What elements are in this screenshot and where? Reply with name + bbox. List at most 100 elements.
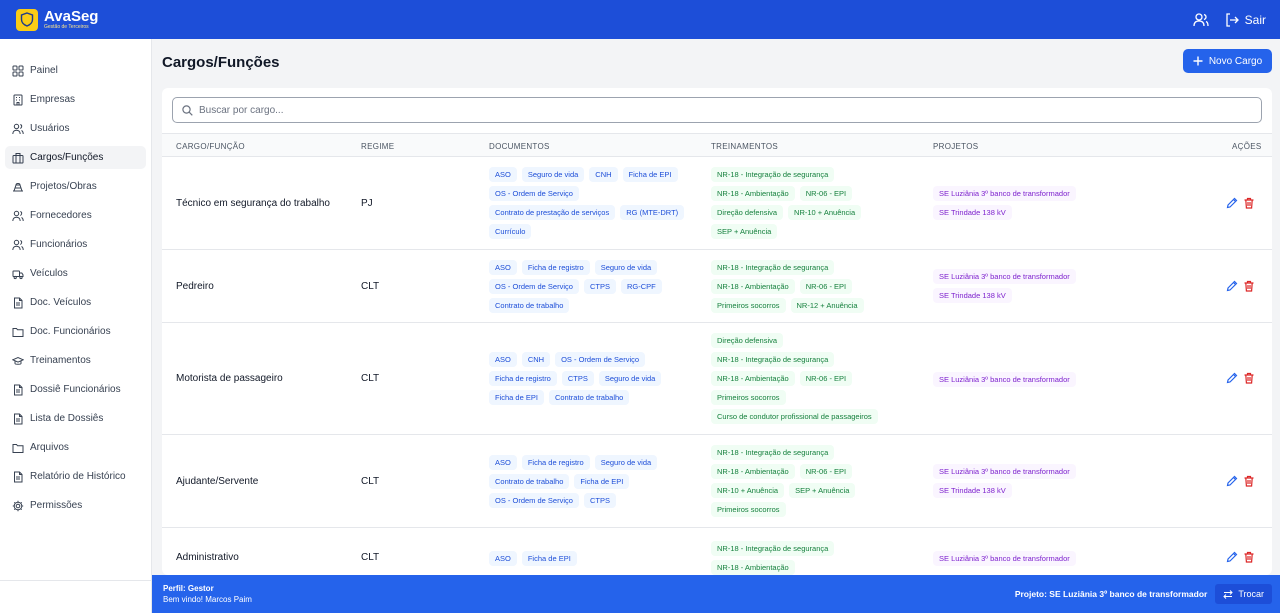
document-tag: CTPS <box>561 371 594 386</box>
training-tag: NR-18 - Integração de segurança <box>711 352 835 367</box>
sidebar-item-label: Doc. Funcionários <box>30 326 111 337</box>
training-tag: NR-18 - Ambientação <box>711 279 795 294</box>
sidebar-item-arquivos[interactable]: Arquivos <box>5 436 146 459</box>
sidebar-item-treinamentos[interactable]: Treinamentos <box>5 349 146 372</box>
grid-icon <box>12 65 24 76</box>
file-icon <box>14 384 23 395</box>
shield-logo-icon <box>16 8 38 31</box>
document-tag: RG (MTE-DRT) <box>620 205 685 220</box>
document-list: ASO CNH OS - Ordem de Serviço Ficha de regi… <box>489 352 662 405</box>
sidebar-item-funcionarios[interactable]: Funcionários <box>5 233 146 256</box>
document-tag: Contrato de trabalho <box>489 298 570 313</box>
edit-pencil-icon[interactable] <box>1226 551 1238 563</box>
document-tag: Ficha de EPI <box>521 551 577 566</box>
project-tag: SE Luziânia 3º banco de transformador <box>933 372 1076 387</box>
cargo-name: Pedreiro <box>176 281 214 292</box>
sidebar-item-projetos-obras[interactable]: Projetos/Obras <box>5 175 146 198</box>
sidebar-item-permissoes[interactable]: Permissões <box>5 494 146 517</box>
document-tag: ASO <box>489 260 517 275</box>
delete-trash-icon[interactable] <box>1243 372 1255 384</box>
sidebar: Painel Empresas Usuários Cargos/Funções Proj… <box>0 39 152 613</box>
training-tag: Primeiros socorros <box>711 390 786 405</box>
sidebar-item-label: Fornecedores <box>30 210 92 221</box>
document-list: ASO Ficha de registro Seguro de vida Contra… <box>489 455 658 508</box>
sidebar-item-label: Lista de Dossiês <box>30 413 104 424</box>
table-row: Técnico em segurança do trabalho PJ ASO Seg… <box>162 157 1272 250</box>
document-tag: OS - Ordem de Serviço <box>489 493 579 508</box>
project-tag: SE Trindade 138 kV <box>933 288 1012 303</box>
sidebar-item-veiculos[interactable]: Veículos <box>5 262 146 285</box>
users-icon <box>12 210 24 221</box>
top-bar: AvaSeg Gestão de Terceiros Sair <box>0 0 1280 39</box>
cargo-name: Técnico em segurança do trabalho <box>176 198 330 209</box>
logout-label: Sair <box>1244 12 1266 27</box>
edit-pencil-icon[interactable] <box>1226 372 1238 384</box>
training-tag: Primeiros socorros <box>711 298 786 313</box>
users-button[interactable] <box>1193 12 1209 27</box>
sidebar-item-label: Permissões <box>30 500 83 511</box>
sidebar-item-cargos-funcoes[interactable]: Cargos/Funções <box>5 146 146 169</box>
sidebar-item-label: Doc. Veículos <box>30 297 92 308</box>
document-tag: ASO <box>489 455 517 470</box>
delete-trash-icon[interactable] <box>1243 551 1255 563</box>
training-tag: NR-18 - Ambientação <box>711 186 795 201</box>
document-tag: Ficha de registro <box>489 371 557 386</box>
edit-pencil-icon[interactable] <box>1226 197 1238 209</box>
main-content: Cargos/Funções Novo Cargo CARGO/FUNÇÃO R… <box>152 39 1280 575</box>
sidebar-item-label: Arquivos <box>30 442 69 453</box>
table-row: Pedreiro CLT ASO Ficha de registro Seguro de… <box>162 250 1272 323</box>
header-projetos: PROJETOS <box>933 142 979 151</box>
document-tag: Ficha de registro <box>521 455 590 470</box>
training-list: NR-18 - Integração de segurança NR-18 - A… <box>711 260 864 313</box>
document-tag: Seguro de vida <box>594 455 658 470</box>
new-cargo-button[interactable]: Novo Cargo <box>1183 49 1272 73</box>
sidebar-item-doc-veiculos[interactable]: Doc. Veículos <box>5 291 146 314</box>
search-box[interactable] <box>172 97 1262 123</box>
sidebar-footer <box>0 580 151 613</box>
document-tag: Ficha de EPI <box>622 167 678 182</box>
sidebar-item-empresas[interactable]: Empresas <box>5 88 146 111</box>
folder-icon <box>12 327 24 337</box>
users-icon <box>12 239 24 250</box>
sidebar-item-doc-funcionarios[interactable]: Doc. Funcionários <box>5 320 146 343</box>
training-tag: SEP + Anuência <box>789 483 856 498</box>
regime-value: CLT <box>361 552 380 563</box>
training-tag: NR-10 + Anuência <box>788 205 862 220</box>
sidebar-item-dossie-funcionarios[interactable]: Dossiê Funcionários <box>5 378 146 401</box>
logout-button[interactable]: Sair <box>1225 13 1266 27</box>
sidebar-item-relatorio-de-historico[interactable]: Relatório de Histórico <box>5 465 146 488</box>
gear-icon <box>12 500 24 511</box>
search-icon <box>182 104 193 116</box>
training-tag: SEP + Anuência <box>711 224 778 239</box>
document-tag: CTPS <box>583 493 616 508</box>
training-tag: Direção defensiva <box>711 205 784 220</box>
edit-pencil-icon[interactable] <box>1226 475 1238 487</box>
delete-trash-icon[interactable] <box>1243 475 1255 487</box>
document-list: ASO Ficha de EPI <box>489 551 577 566</box>
graduation-cap-icon <box>12 356 24 365</box>
training-list: Direção defensiva NR-18 - Integração de s… <box>711 333 878 424</box>
document-tag: OS - Ordem de Serviço <box>555 352 646 367</box>
training-tag: NR-06 - EPI <box>799 186 853 201</box>
sidebar-item-label: Empresas <box>30 94 76 105</box>
header-documentos: DOCUMENTOS <box>489 142 550 151</box>
document-list: ASO Ficha de registro Seguro de vida OS - O… <box>489 260 662 313</box>
document-tag: ASO <box>489 352 517 367</box>
sidebar-item-usuarios[interactable]: Usuários <box>5 117 146 140</box>
document-tag: ASO <box>489 551 517 566</box>
document-tag: CTPS <box>583 279 616 294</box>
profile-label: Perfil: Gestor <box>163 584 214 593</box>
sidebar-item-label: Veículos <box>30 268 68 279</box>
delete-trash-icon[interactable] <box>1243 197 1255 209</box>
switch-project-button[interactable]: Trocar <box>1215 584 1272 604</box>
training-tag: Curso de condutor profissional de passag… <box>711 409 878 424</box>
sidebar-item-fornecedores[interactable]: Fornecedores <box>5 204 146 227</box>
search-input[interactable] <box>199 104 1099 116</box>
document-tag: ASO <box>489 167 517 182</box>
edit-pencil-icon[interactable] <box>1226 280 1238 292</box>
sidebar-item-lista-de-dossies[interactable]: Lista de Dossiês <box>5 407 146 430</box>
sidebar-item-painel[interactable]: Painel <box>5 59 146 82</box>
project-list: SE Luziânia 3º banco de transformador <box>933 372 1076 387</box>
delete-trash-icon[interactable] <box>1243 280 1255 292</box>
training-tag: Primeiros socorros <box>711 502 786 517</box>
